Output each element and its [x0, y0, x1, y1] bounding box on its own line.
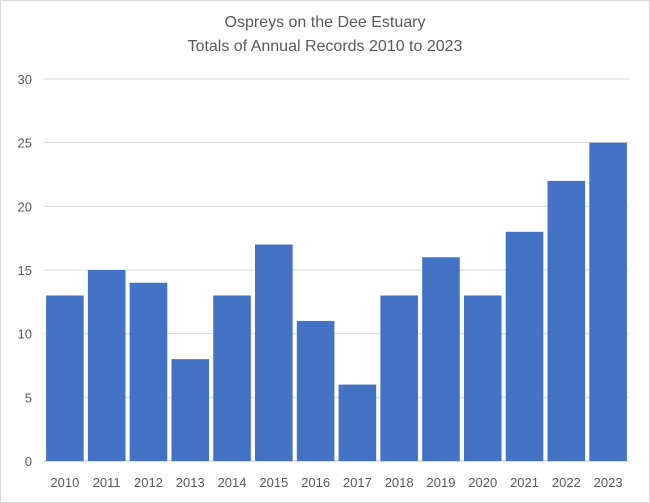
x-axis-ticks: 2010 2011 2012 2013 2014 2015 2016 2017 2018 2019… [50, 475, 622, 490]
x-tick-label: 2010 [50, 475, 79, 490]
x-tick-label: 2013 [176, 475, 205, 490]
bar-2012 [129, 282, 168, 461]
y-tick-label: 20 [18, 199, 32, 214]
bar-2023 [589, 142, 627, 461]
y-tick-label: 30 [18, 72, 32, 87]
y-tick-label: 5 [25, 390, 32, 405]
x-tick-label: 2015 [259, 475, 288, 490]
chart-subtitle: Totals of Annual Records 2010 to 2023 [188, 38, 463, 55]
x-tick-label: 2018 [385, 475, 414, 490]
bar-2015 [255, 244, 293, 461]
bar-2021 [505, 231, 544, 461]
bar-2014 [213, 295, 251, 461]
bar-2011 [87, 270, 126, 461]
x-tick-label: 2023 [594, 475, 623, 490]
bar-2016 [296, 320, 335, 461]
bar-2013 [171, 359, 210, 461]
bar-2022 [547, 180, 586, 461]
x-tick-label: 2019 [427, 475, 456, 490]
x-tick-label: 2022 [552, 475, 581, 490]
y-tick-label: 25 [18, 136, 32, 151]
bar-2017 [338, 384, 377, 461]
y-tick-label: 10 [18, 327, 32, 342]
y-axis-ticks: 0 5 10 15 20 25 30 [18, 72, 32, 469]
x-tick-label: 2011 [93, 475, 121, 490]
bar-2020 [463, 295, 502, 461]
x-tick-label: 2021 [510, 475, 539, 490]
x-tick-label: 2017 [343, 475, 372, 490]
bar-2018 [380, 295, 418, 461]
y-tick-label: 15 [18, 263, 32, 278]
bars [46, 142, 627, 461]
bar-2010 [46, 295, 84, 461]
x-tick-label: 2020 [468, 475, 497, 490]
chart-title: Ospreys on the Dee Estuary [225, 14, 426, 31]
bar-2019 [422, 257, 460, 461]
x-tick-label: 2014 [218, 475, 247, 490]
x-tick-label: 2016 [301, 475, 330, 490]
y-tick-label: 0 [25, 454, 32, 469]
x-tick-label: 2012 [134, 475, 163, 490]
